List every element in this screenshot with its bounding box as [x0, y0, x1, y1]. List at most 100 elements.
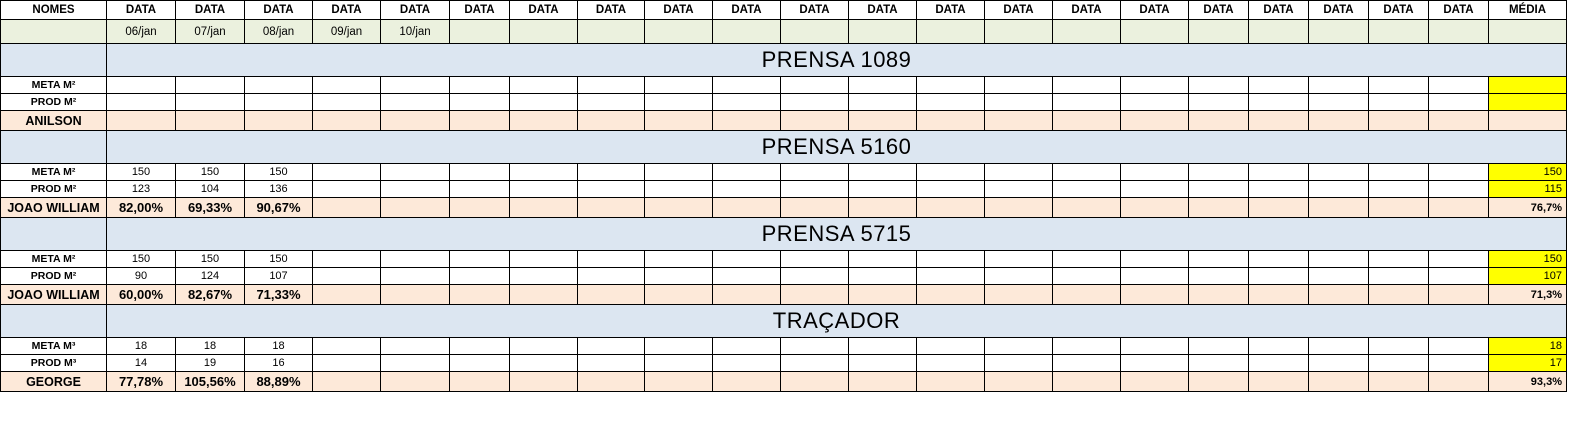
meta-cell[interactable]: [712, 337, 781, 355]
prod-cell[interactable]: [312, 180, 381, 198]
prod-cell[interactable]: [509, 93, 578, 111]
date-cell[interactable]: [780, 19, 849, 44]
date-header-cell[interactable]: DATA: [312, 0, 381, 20]
prod-cell[interactable]: [644, 180, 713, 198]
date-cell[interactable]: [1368, 19, 1429, 44]
prod-cell[interactable]: 123: [106, 180, 176, 198]
meta-cell[interactable]: [312, 163, 381, 181]
meta-cell[interactable]: [780, 250, 849, 268]
percent-cell[interactable]: [984, 110, 1053, 131]
meta-cell[interactable]: [449, 250, 510, 268]
prod-cell[interactable]: [712, 354, 781, 372]
date-cell[interactable]: [644, 19, 713, 44]
meta-cell[interactable]: [380, 250, 450, 268]
meta-cell[interactable]: [1368, 163, 1429, 181]
prod-cell[interactable]: [848, 267, 917, 285]
date-header-cell[interactable]: DATA: [1368, 0, 1429, 20]
operator-name[interactable]: GEORGE: [0, 371, 107, 392]
meta-cell[interactable]: [1308, 76, 1369, 94]
date-cell[interactable]: [1428, 19, 1489, 44]
meta-cell[interactable]: [984, 250, 1053, 268]
prod-cell[interactable]: [1188, 267, 1249, 285]
date-cell[interactable]: [509, 19, 578, 44]
percent-cell[interactable]: [780, 197, 849, 218]
section-title[interactable]: PRENSA 5160: [106, 130, 1567, 164]
percent-cell[interactable]: [449, 110, 510, 131]
percent-cell[interactable]: [1248, 197, 1309, 218]
meta-cell[interactable]: [1428, 337, 1489, 355]
prod-cell[interactable]: [1120, 267, 1189, 285]
percent-cell[interactable]: [1120, 197, 1189, 218]
percent-cell[interactable]: [509, 371, 578, 392]
date-cell[interactable]: 06/jan: [106, 19, 176, 44]
prod-cell[interactable]: [1308, 354, 1369, 372]
meta-cell[interactable]: [1188, 337, 1249, 355]
percent-cell[interactable]: [577, 371, 645, 392]
prod-cell[interactable]: [1368, 93, 1429, 111]
meta-cell[interactable]: [644, 76, 713, 94]
prod-cell[interactable]: [312, 93, 381, 111]
prod-cell[interactable]: [380, 180, 450, 198]
meta-cell[interactable]: 150: [244, 163, 313, 181]
date-cell[interactable]: [449, 19, 510, 44]
meta-cell[interactable]: [449, 163, 510, 181]
percent-cell[interactable]: [1188, 371, 1249, 392]
meta-cell[interactable]: [1428, 163, 1489, 181]
prod-cell[interactable]: 19: [175, 354, 245, 372]
prod-cell[interactable]: [916, 354, 985, 372]
percent-cell[interactable]: [380, 110, 450, 131]
percent-cell[interactable]: [644, 371, 713, 392]
percent-cell[interactable]: [312, 197, 381, 218]
percent-cell[interactable]: [916, 371, 985, 392]
prod-cell[interactable]: [449, 267, 510, 285]
percent-cell[interactable]: 82,00%: [106, 197, 176, 218]
meta-cell[interactable]: 150: [175, 163, 245, 181]
prod-cell[interactable]: [1368, 267, 1429, 285]
meta-cell[interactable]: [1120, 76, 1189, 94]
percent-cell[interactable]: [712, 197, 781, 218]
prod-label[interactable]: PROD M²: [0, 267, 107, 285]
prod-cell[interactable]: [984, 180, 1053, 198]
percent-cell[interactable]: [1428, 284, 1489, 305]
meta-cell[interactable]: [312, 337, 381, 355]
percent-cell[interactable]: [1052, 197, 1121, 218]
percent-cell[interactable]: [1368, 110, 1429, 131]
prod-cell[interactable]: 107: [244, 267, 313, 285]
prod-cell[interactable]: 104: [175, 180, 245, 198]
percent-cell[interactable]: [577, 110, 645, 131]
prod-cell[interactable]: [780, 180, 849, 198]
date-cell[interactable]: [712, 19, 781, 44]
meta-cell[interactable]: [1248, 337, 1309, 355]
section-label-cell[interactable]: [0, 217, 107, 251]
prod-cell[interactable]: [380, 267, 450, 285]
meta-average-cell[interactable]: [1488, 76, 1567, 94]
meta-cell[interactable]: [1052, 76, 1121, 94]
meta-cell[interactable]: [1308, 250, 1369, 268]
date-header-cell[interactable]: DATA: [509, 0, 578, 20]
prod-cell[interactable]: [780, 267, 849, 285]
date-cell[interactable]: 07/jan: [175, 19, 245, 44]
names-header-cell[interactable]: NOMES: [0, 0, 107, 20]
percent-cell[interactable]: [644, 110, 713, 131]
meta-cell[interactable]: [449, 337, 510, 355]
date-cell[interactable]: [848, 19, 917, 44]
percent-cell[interactable]: [449, 284, 510, 305]
meta-cell[interactable]: 150: [244, 250, 313, 268]
percent-cell[interactable]: [1428, 371, 1489, 392]
prod-cell[interactable]: [577, 180, 645, 198]
meta-cell[interactable]: [1428, 76, 1489, 94]
average-header-cell[interactable]: MÉDIA: [1488, 0, 1567, 20]
meta-cell[interactable]: [848, 76, 917, 94]
prod-cell[interactable]: [644, 354, 713, 372]
meta-cell[interactable]: [509, 250, 578, 268]
prod-cell[interactable]: [1308, 267, 1369, 285]
percent-cell[interactable]: [780, 110, 849, 131]
date-cell[interactable]: [1308, 19, 1369, 44]
meta-cell[interactable]: [984, 76, 1053, 94]
percent-average-cell[interactable]: 93,3%: [1488, 371, 1567, 392]
meta-cell[interactable]: [1248, 163, 1309, 181]
meta-cell[interactable]: [1188, 163, 1249, 181]
date-cell[interactable]: [1120, 19, 1189, 44]
meta-cell[interactable]: 18: [175, 337, 245, 355]
prod-cell[interactable]: [175, 93, 245, 111]
